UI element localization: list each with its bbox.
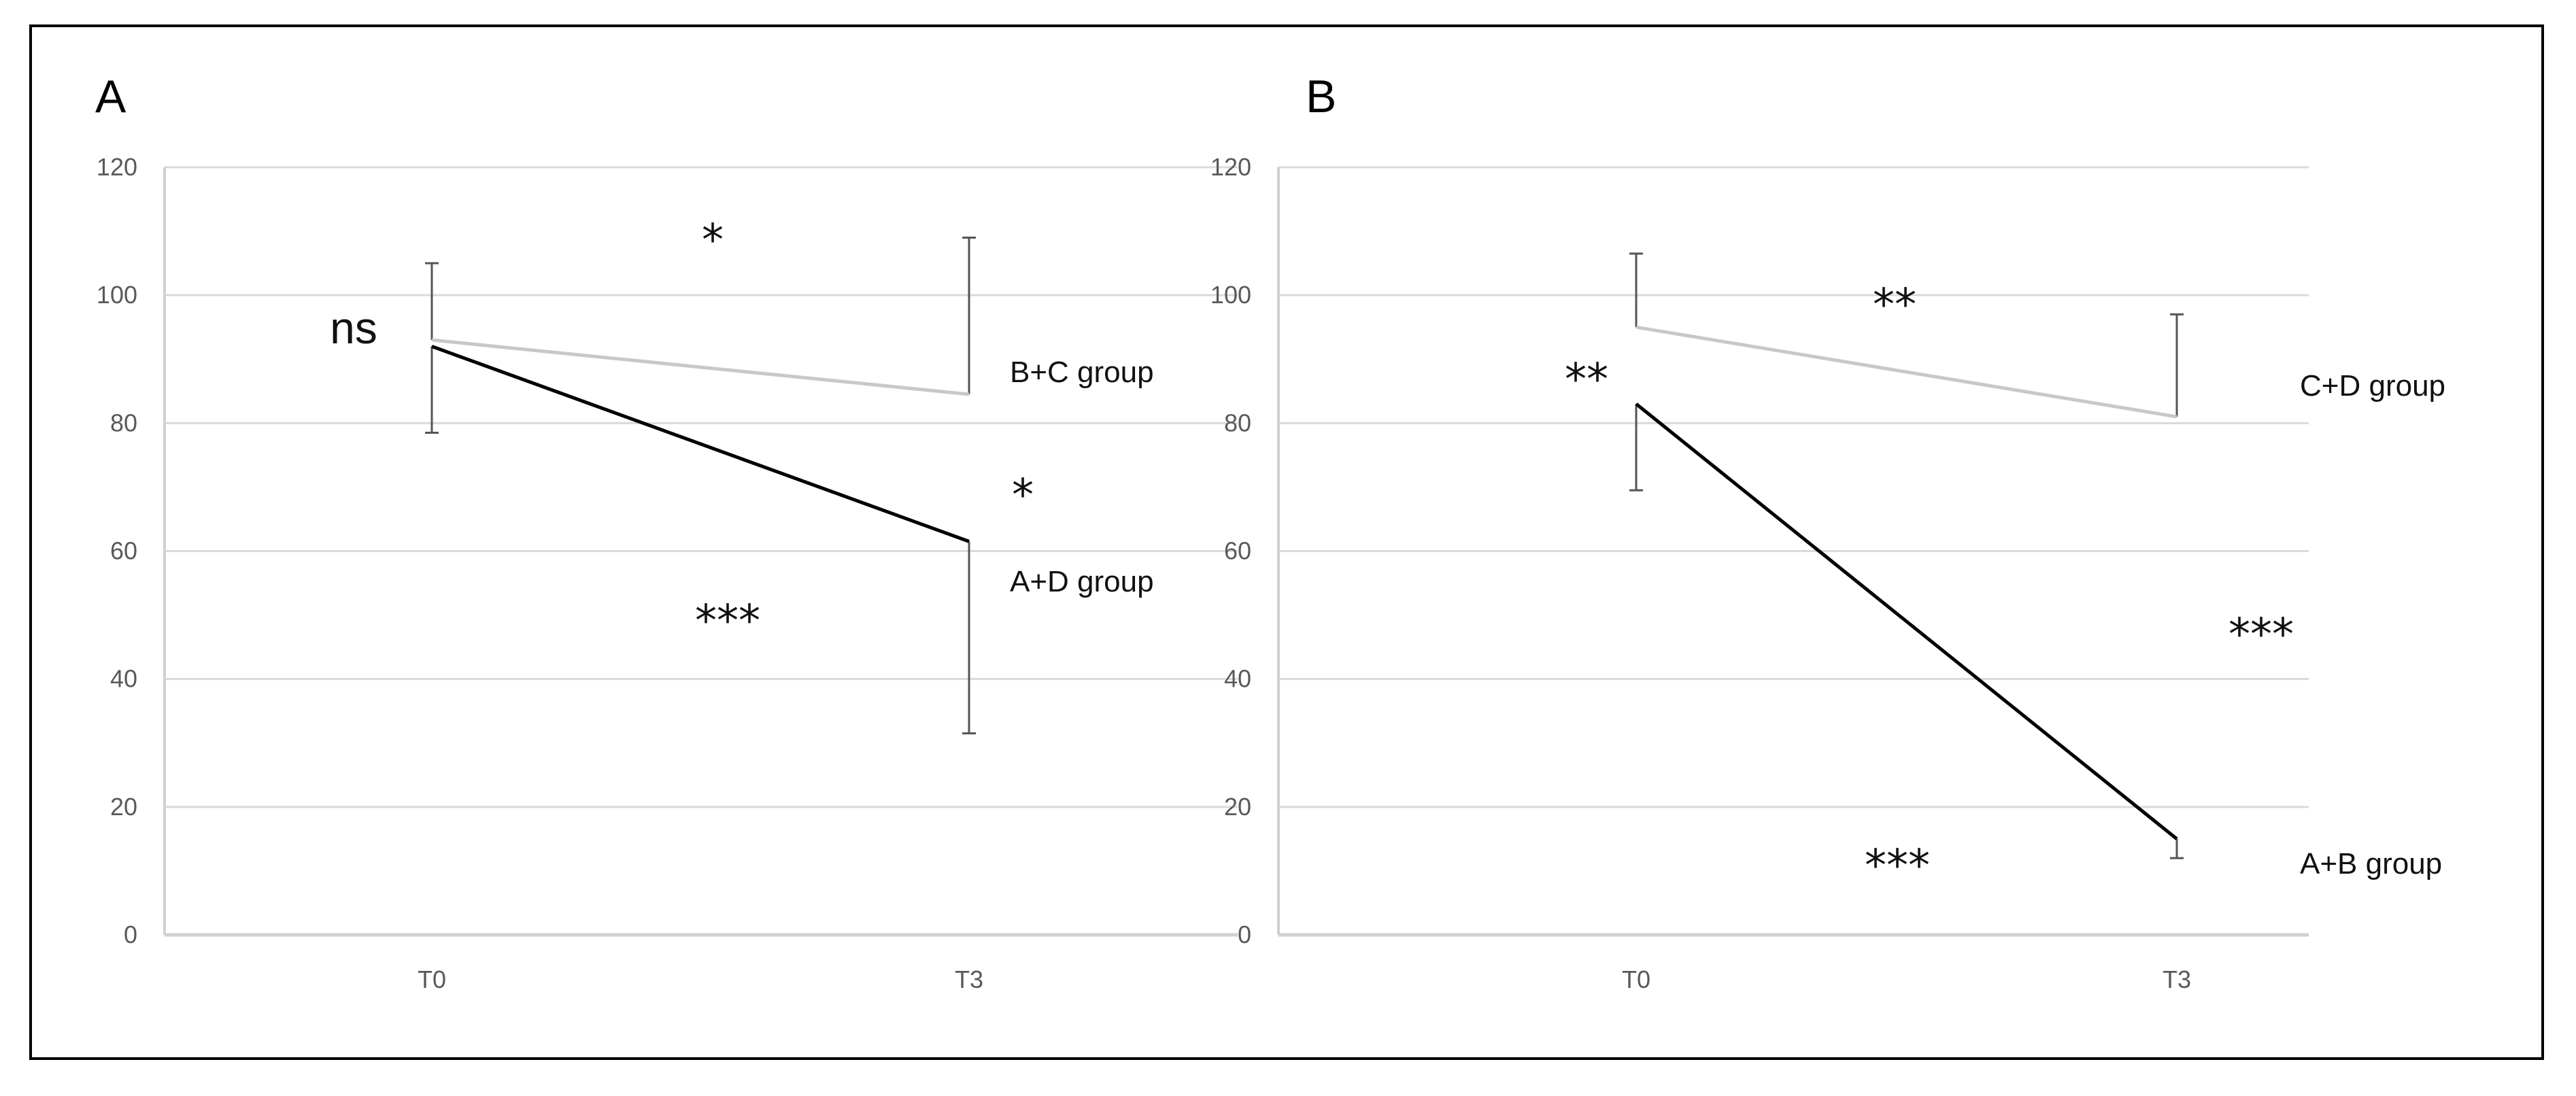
x-tick-label: T0 xyxy=(1622,965,1650,993)
x-tick-label: T3 xyxy=(2163,965,2191,993)
x-tick-label: T3 xyxy=(955,965,983,993)
series-label: A+D group xyxy=(1010,565,1154,598)
significance-annotation: * xyxy=(702,216,724,266)
y-tick-label: 120 xyxy=(97,153,137,181)
significance-annotation: ns xyxy=(330,303,377,353)
y-tick-label: 80 xyxy=(110,409,137,436)
significance-annotation: *** xyxy=(2228,610,2294,660)
series-line xyxy=(431,345,970,543)
significance-annotation: *** xyxy=(695,596,760,647)
significance-annotation: ** xyxy=(1873,280,1916,330)
y-tick-label: 20 xyxy=(1224,793,1251,821)
y-tick-label: 60 xyxy=(1224,537,1251,565)
series-line xyxy=(431,338,970,396)
y-tick-label: 100 xyxy=(1210,281,1251,309)
series-label: B+C group xyxy=(1010,356,1154,389)
y-tick-label: 0 xyxy=(1238,921,1251,948)
series-label: C+D group xyxy=(2300,369,2445,403)
x-tick-label: T0 xyxy=(418,965,446,993)
y-tick-label: 20 xyxy=(110,793,137,821)
series-line xyxy=(1636,325,2177,419)
y-tick-label: 40 xyxy=(1224,665,1251,693)
y-tick-label: 100 xyxy=(97,281,137,309)
series-label: A+B group xyxy=(2300,847,2442,880)
significance-annotation: ** xyxy=(1565,355,1608,405)
significance-annotation: *** xyxy=(1865,841,1930,891)
y-tick-label: 120 xyxy=(1210,153,1251,181)
significance-annotation: * xyxy=(1012,470,1034,521)
y-tick-label: 80 xyxy=(1224,409,1251,436)
series-line xyxy=(1635,403,2178,840)
panel-label: A xyxy=(95,71,126,122)
figure-border xyxy=(29,24,2544,1060)
y-tick-label: 60 xyxy=(110,537,137,565)
y-tick-label: 40 xyxy=(110,665,137,693)
y-tick-label: 0 xyxy=(124,921,137,948)
panel-label: B xyxy=(1306,71,1336,122)
